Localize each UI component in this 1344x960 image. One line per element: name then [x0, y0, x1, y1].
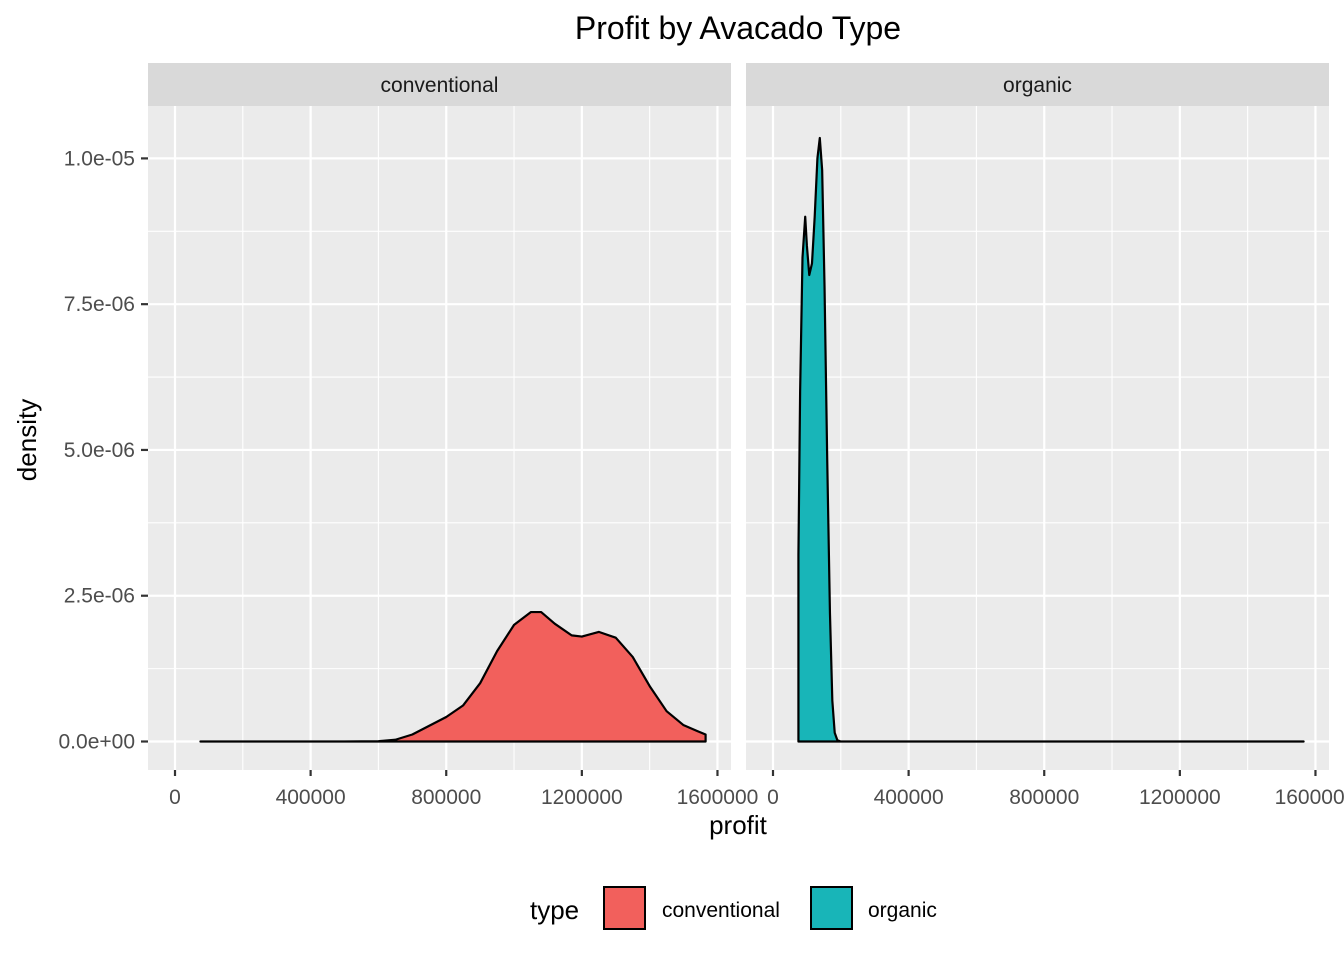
x-tick-label: 800000	[1009, 786, 1079, 809]
x-axis-label: profit	[709, 810, 768, 840]
panel-background	[746, 106, 1329, 770]
legend-title: type	[530, 895, 579, 925]
y-tick-label: 5.0e-06	[64, 439, 135, 462]
x-tick-label: 0	[169, 786, 181, 809]
facet-strip-label: conventional	[381, 74, 499, 97]
x-tick-label: 800000	[411, 786, 481, 809]
y-tick-label: 0.0e+00	[59, 731, 136, 754]
x-tick-label: 1600000	[1275, 786, 1344, 809]
facet-strip	[148, 63, 731, 106]
chart-title: Profit by Avacado Type	[575, 10, 901, 46]
x-tick-label: 0	[767, 786, 779, 809]
legend: type conventional organic	[530, 886, 937, 930]
legend-label-organic: organic	[868, 899, 937, 922]
x-tick-label: 1600000	[677, 786, 759, 809]
y-tick-label: 2.5e-06	[64, 585, 135, 608]
legend-label-conventional: conventional	[662, 899, 780, 922]
legend-key-conventional	[603, 886, 646, 930]
facet-panel-conventional: conventional 0 400000 800000 1200000 1600000	[148, 63, 758, 809]
facet-panel-organic: organic 0 400000 800000 1200000 1600000	[746, 63, 1344, 809]
x-tick-label: 1200000	[541, 786, 623, 809]
density-area-conventional	[199, 610, 707, 743]
x-tick-label: 400000	[874, 786, 944, 809]
y-axis: 0.0e+00 2.5e-06 5.0e-06 7.5e-06 1.0e-05	[59, 147, 148, 754]
facet-strip-label: organic	[1003, 74, 1072, 97]
legend-key-organic	[810, 886, 853, 930]
y-tick-label: 1.0e-05	[64, 147, 135, 170]
density-area-organic	[797, 136, 1305, 743]
y-axis-label: density	[12, 399, 42, 481]
x-tick-label: 1200000	[1139, 786, 1221, 809]
facet-strip	[746, 63, 1329, 106]
x-tick-label: 400000	[276, 786, 346, 809]
y-tick-label: 7.5e-06	[64, 293, 135, 316]
panel-background	[148, 106, 731, 770]
